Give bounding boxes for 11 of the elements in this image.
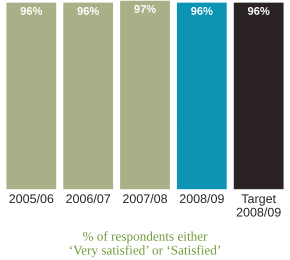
- x-tick-label: 2006/07: [66, 194, 110, 204]
- data-label: 97%: [134, 5, 156, 13]
- x-tick-label: 2008/09: [180, 194, 224, 204]
- data-label: 96%: [248, 6, 270, 15]
- x-tick-label: 2005/06: [9, 194, 54, 204]
- data-label: 96%: [191, 6, 213, 15]
- x-tick-label: 2007/08: [123, 194, 168, 204]
- data-label: 96%: [77, 6, 99, 15]
- x-tick-label: Target 2008/09: [236, 194, 281, 217]
- data-label: 96%: [20, 6, 42, 15]
- text: % of respondents either ‘Very satisfied’ or ‘Satisfied’: [70, 231, 220, 258]
